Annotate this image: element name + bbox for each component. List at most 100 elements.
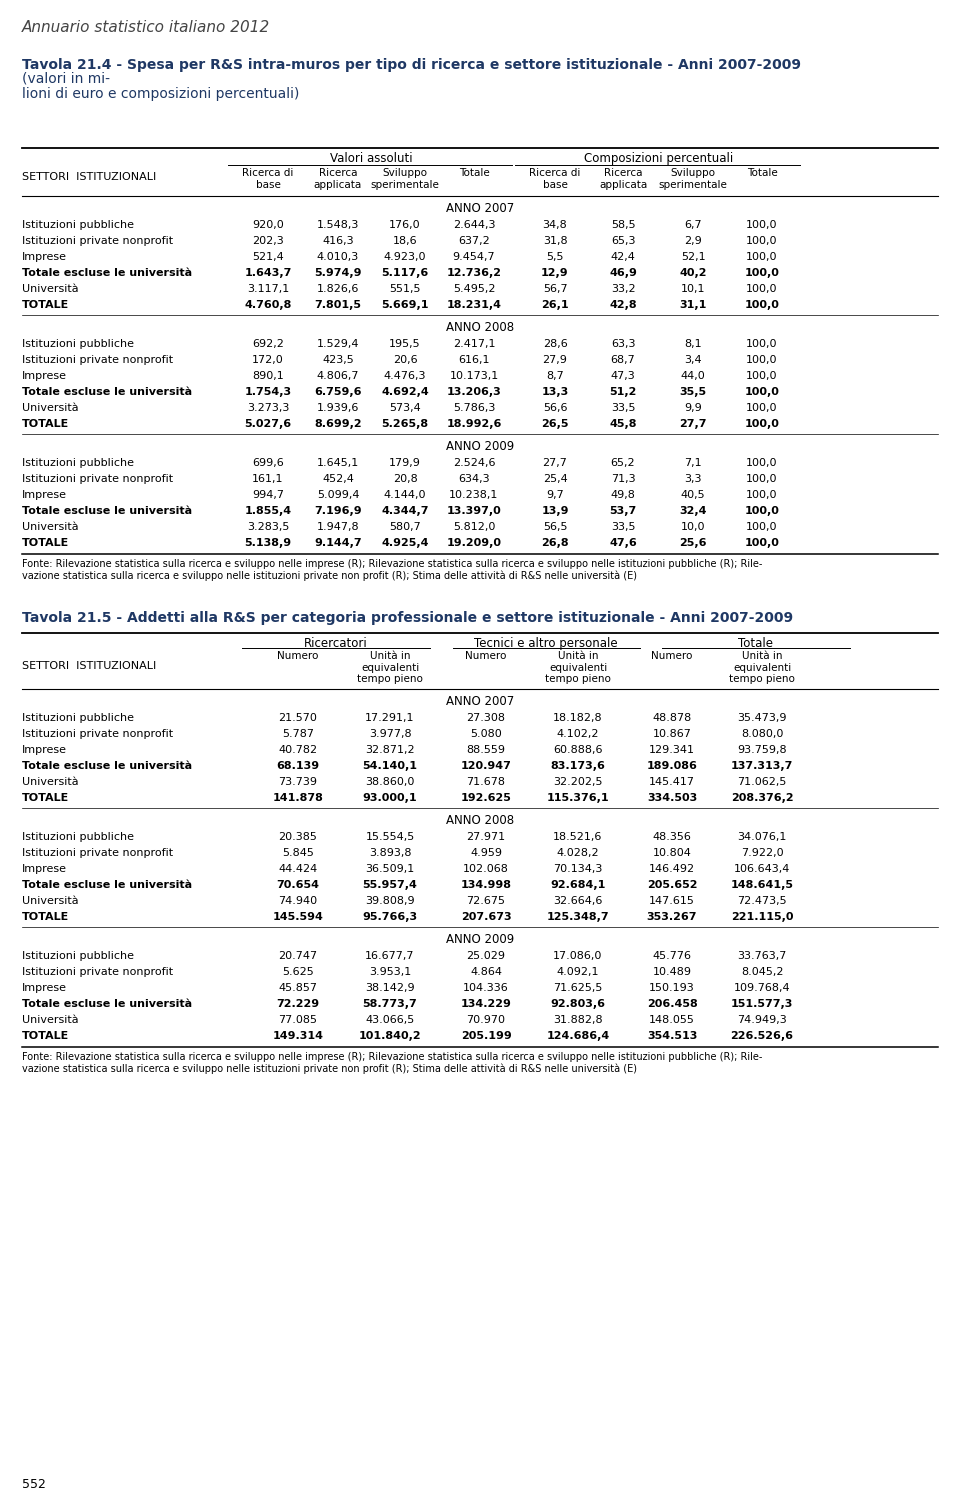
Text: 38.860,0: 38.860,0 bbox=[366, 777, 415, 787]
Text: Università: Università bbox=[22, 777, 79, 787]
Text: ANNO 2007: ANNO 2007 bbox=[445, 202, 515, 216]
Text: SETTORI  ISTITUZIONALI: SETTORI ISTITUZIONALI bbox=[22, 172, 156, 183]
Text: Totale: Totale bbox=[459, 168, 490, 178]
Text: 7.801,5: 7.801,5 bbox=[315, 299, 362, 310]
Text: SETTORI  ISTITUZIONALI: SETTORI ISTITUZIONALI bbox=[22, 662, 156, 671]
Text: 3.117,1: 3.117,1 bbox=[247, 284, 289, 293]
Text: Ricerca
applicata: Ricerca applicata bbox=[599, 168, 647, 190]
Text: 5,5: 5,5 bbox=[546, 251, 564, 262]
Text: TOTALE: TOTALE bbox=[22, 537, 69, 548]
Text: Università: Università bbox=[22, 284, 79, 293]
Text: 47,6: 47,6 bbox=[610, 537, 636, 548]
Text: 192.625: 192.625 bbox=[461, 793, 512, 802]
Text: Istituzioni pubbliche: Istituzioni pubbliche bbox=[22, 951, 134, 961]
Text: 19.209,0: 19.209,0 bbox=[446, 537, 501, 548]
Text: ANNO 2008: ANNO 2008 bbox=[446, 814, 514, 826]
Text: 2.644,3: 2.644,3 bbox=[453, 220, 495, 231]
Text: 134.229: 134.229 bbox=[461, 998, 512, 1009]
Text: 54.140,1: 54.140,1 bbox=[363, 760, 418, 771]
Text: 521,4: 521,4 bbox=[252, 251, 284, 262]
Text: 13,9: 13,9 bbox=[541, 506, 568, 516]
Text: 72.229: 72.229 bbox=[276, 998, 320, 1009]
Text: 45.857: 45.857 bbox=[278, 984, 318, 993]
Text: 26,8: 26,8 bbox=[541, 537, 569, 548]
Text: 8,7: 8,7 bbox=[546, 371, 564, 382]
Text: 17.086,0: 17.086,0 bbox=[553, 951, 603, 961]
Text: 27.971: 27.971 bbox=[467, 832, 506, 841]
Text: 202,3: 202,3 bbox=[252, 237, 284, 246]
Text: 100,0: 100,0 bbox=[745, 537, 780, 548]
Text: 12.736,2: 12.736,2 bbox=[446, 268, 501, 278]
Text: 4.102,2: 4.102,2 bbox=[557, 729, 599, 740]
Text: Annuario statistico italiano 2012: Annuario statistico italiano 2012 bbox=[22, 19, 271, 34]
Text: 1.826,6: 1.826,6 bbox=[317, 284, 359, 293]
Text: 3,4: 3,4 bbox=[684, 355, 702, 365]
Text: 221.115,0: 221.115,0 bbox=[731, 912, 793, 922]
Text: 49,8: 49,8 bbox=[611, 490, 636, 500]
Text: 20,8: 20,8 bbox=[393, 475, 418, 484]
Text: 3,3: 3,3 bbox=[684, 475, 702, 484]
Text: 10,1: 10,1 bbox=[681, 284, 706, 293]
Text: Numero: Numero bbox=[651, 651, 693, 662]
Text: 102.068: 102.068 bbox=[463, 864, 509, 874]
Text: ANNO 2007: ANNO 2007 bbox=[445, 695, 515, 708]
Text: 13.206,3: 13.206,3 bbox=[446, 388, 501, 397]
Text: 65,3: 65,3 bbox=[611, 237, 636, 246]
Text: 4.028,2: 4.028,2 bbox=[557, 847, 599, 858]
Text: 27,7: 27,7 bbox=[680, 419, 707, 430]
Text: 27.308: 27.308 bbox=[467, 713, 506, 723]
Text: Totale: Totale bbox=[738, 638, 774, 650]
Text: Istituzioni private nonprofit: Istituzioni private nonprofit bbox=[22, 237, 173, 246]
Text: 226.526,6: 226.526,6 bbox=[731, 1031, 794, 1040]
Text: 65,2: 65,2 bbox=[611, 458, 636, 469]
Text: 13.397,0: 13.397,0 bbox=[446, 506, 501, 516]
Text: TOTALE: TOTALE bbox=[22, 912, 69, 922]
Text: 95.766,3: 95.766,3 bbox=[363, 912, 418, 922]
Text: 148.055: 148.055 bbox=[649, 1015, 695, 1025]
Text: 44.424: 44.424 bbox=[278, 864, 318, 874]
Text: 206.458: 206.458 bbox=[647, 998, 697, 1009]
Text: 100,0: 100,0 bbox=[746, 403, 778, 413]
Text: 70.970: 70.970 bbox=[467, 1015, 506, 1025]
Text: TOTALE: TOTALE bbox=[22, 1031, 69, 1040]
Text: 7.922,0: 7.922,0 bbox=[741, 847, 783, 858]
Text: 34,8: 34,8 bbox=[542, 220, 567, 231]
Text: 58.773,7: 58.773,7 bbox=[363, 998, 418, 1009]
Text: 205.652: 205.652 bbox=[647, 880, 697, 891]
Text: 60.888,6: 60.888,6 bbox=[553, 746, 603, 754]
Text: 77.085: 77.085 bbox=[278, 1015, 318, 1025]
Text: 25,6: 25,6 bbox=[680, 537, 707, 548]
Text: (valori in mi-
lioni di euro e composizioni percentuali): (valori in mi- lioni di euro e composizi… bbox=[22, 70, 300, 102]
Text: 147.615: 147.615 bbox=[649, 897, 695, 906]
Text: 4.864: 4.864 bbox=[470, 967, 502, 978]
Text: 93.000,1: 93.000,1 bbox=[363, 793, 418, 802]
Text: 149.314: 149.314 bbox=[273, 1031, 324, 1040]
Text: Totale escluse le università: Totale escluse le università bbox=[22, 506, 192, 516]
Text: 205.199: 205.199 bbox=[461, 1031, 512, 1040]
Text: 74.949,3: 74.949,3 bbox=[737, 1015, 787, 1025]
Text: 179,9: 179,9 bbox=[389, 458, 420, 469]
Text: 5.669,1: 5.669,1 bbox=[381, 299, 429, 310]
Text: 4.092,1: 4.092,1 bbox=[557, 967, 599, 978]
Text: 12,9: 12,9 bbox=[541, 268, 569, 278]
Text: 17.291,1: 17.291,1 bbox=[365, 713, 415, 723]
Text: 100,0: 100,0 bbox=[746, 355, 778, 365]
Text: 53,7: 53,7 bbox=[610, 506, 636, 516]
Text: 71,3: 71,3 bbox=[611, 475, 636, 484]
Text: 44,0: 44,0 bbox=[681, 371, 706, 382]
Text: ANNO 2008: ANNO 2008 bbox=[446, 320, 514, 334]
Text: 334.503: 334.503 bbox=[647, 793, 697, 802]
Text: 55.957,4: 55.957,4 bbox=[363, 880, 418, 891]
Text: ANNO 2009: ANNO 2009 bbox=[445, 440, 515, 454]
Text: 7.196,9: 7.196,9 bbox=[314, 506, 362, 516]
Text: 92.803,6: 92.803,6 bbox=[550, 998, 606, 1009]
Text: 1.855,4: 1.855,4 bbox=[245, 506, 292, 516]
Text: 637,2: 637,2 bbox=[458, 237, 490, 246]
Text: 83.173,6: 83.173,6 bbox=[551, 760, 606, 771]
Text: Istituzioni private nonprofit: Istituzioni private nonprofit bbox=[22, 729, 173, 740]
Text: 68,7: 68,7 bbox=[611, 355, 636, 365]
Text: 31.882,8: 31.882,8 bbox=[553, 1015, 603, 1025]
Text: Fonte: Rilevazione statistica sulla ricerca e sviluppo nelle imprese (R); Rileva: Fonte: Rilevazione statistica sulla rice… bbox=[22, 1052, 762, 1075]
Text: 150.193: 150.193 bbox=[649, 984, 695, 993]
Text: 3.893,8: 3.893,8 bbox=[369, 847, 411, 858]
